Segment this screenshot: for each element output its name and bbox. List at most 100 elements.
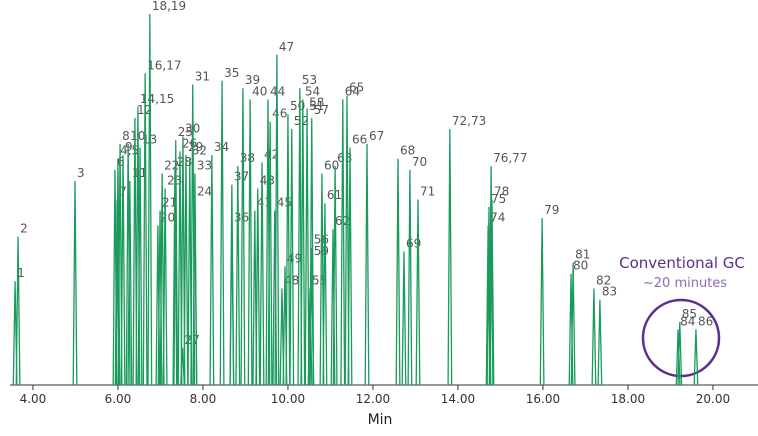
peak-label: 53	[302, 73, 317, 87]
peak-label: 54	[305, 84, 320, 98]
peak-label: 18,19	[152, 0, 186, 13]
x-tick-label: 16.00	[526, 392, 560, 406]
peak	[180, 136, 186, 386]
peak-label: 33	[197, 159, 212, 173]
peak-label: 39	[245, 73, 260, 87]
peak	[274, 54, 280, 386]
peak	[267, 121, 273, 386]
peak	[340, 99, 346, 386]
peak	[72, 180, 78, 386]
peak-label: 68	[400, 144, 415, 158]
peak-label: 84	[680, 314, 695, 328]
peak	[229, 184, 235, 386]
peak-label: 85	[682, 307, 697, 321]
peak-label: 71	[420, 185, 435, 199]
peak	[447, 129, 453, 386]
peak-label: 57	[314, 103, 329, 117]
peak-label: 63	[337, 151, 352, 165]
peak	[693, 329, 699, 386]
peak	[120, 154, 126, 386]
peak-label: 48	[284, 274, 299, 288]
peak-label: 3	[77, 166, 85, 180]
peak	[407, 169, 413, 386]
peak	[219, 80, 225, 386]
peak-label: 76,77	[493, 151, 527, 165]
x-tick-label: 14.00	[441, 392, 475, 406]
peak-label: 37	[234, 170, 249, 184]
peak	[285, 114, 291, 386]
peak	[415, 199, 421, 386]
peak	[401, 251, 407, 386]
peak-label: 82	[596, 274, 611, 288]
peak	[289, 129, 295, 386]
annotation-title: Conventional GC	[619, 254, 745, 272]
peak	[344, 95, 350, 386]
peak-label: 9	[125, 140, 133, 154]
peak-label: 32	[192, 144, 207, 158]
peak	[240, 88, 246, 386]
peak	[304, 110, 310, 386]
peak-label: 24	[197, 185, 212, 199]
peak-label: 86	[698, 314, 713, 328]
peak-label: 67	[369, 129, 384, 143]
peak	[173, 140, 179, 386]
annotation-subtitle: ~20 minutes	[643, 276, 727, 291]
peak	[332, 166, 338, 386]
peak-label: 8	[122, 129, 130, 143]
x-tick-label: 6.00	[105, 392, 132, 406]
peak	[488, 166, 494, 386]
peak-label: 14,15	[140, 92, 174, 106]
peak-label: 78	[494, 185, 509, 199]
peak-label: 70	[412, 155, 427, 169]
peak	[677, 321, 683, 386]
peak	[147, 13, 153, 386]
peak	[570, 262, 576, 386]
peak-label: 74	[490, 210, 505, 224]
x-tick-label: 18.00	[611, 392, 645, 406]
peak-label: 52	[294, 114, 309, 128]
peak-label: 2	[20, 222, 28, 236]
peak-label: 46	[272, 107, 287, 121]
peak-label: 58	[309, 95, 324, 109]
peak-label: 81	[575, 248, 590, 262]
peak-label: 83	[602, 285, 617, 299]
peak	[127, 180, 133, 386]
peak	[364, 143, 370, 386]
peak-label: 40	[252, 84, 267, 98]
peak-label: 20	[160, 210, 175, 224]
peak	[539, 218, 545, 386]
peak	[319, 173, 325, 386]
peak-label: 50,51	[290, 99, 324, 113]
peak	[347, 147, 353, 386]
peak-label: 65	[349, 81, 364, 95]
peak	[395, 158, 401, 386]
x-axis-label: Min	[368, 412, 393, 428]
peak	[15, 236, 21, 386]
peak-label: 79	[544, 203, 559, 217]
peak	[597, 299, 603, 386]
peak-label: 35	[224, 66, 239, 80]
peak	[135, 106, 141, 386]
peak	[235, 166, 241, 386]
peak	[142, 73, 148, 386]
x-tick-label: 12.00	[356, 392, 390, 406]
peak-label: 72,73	[452, 114, 486, 128]
peak-label: 28	[177, 155, 192, 169]
peak-label: 45	[277, 196, 292, 210]
peak	[300, 99, 306, 386]
peak	[209, 154, 215, 386]
peak	[187, 158, 193, 386]
peak	[172, 169, 178, 386]
peak	[309, 117, 315, 386]
peak	[247, 99, 253, 386]
peak-label: 1	[17, 266, 25, 280]
x-tick-label: 4.00	[20, 392, 47, 406]
peak-label: 47	[279, 40, 294, 54]
peak-label: 80	[573, 259, 588, 273]
peak	[162, 188, 168, 386]
peak	[192, 173, 198, 386]
peak-label: 16,17	[147, 58, 181, 72]
peak	[489, 199, 495, 386]
peak	[322, 203, 328, 386]
